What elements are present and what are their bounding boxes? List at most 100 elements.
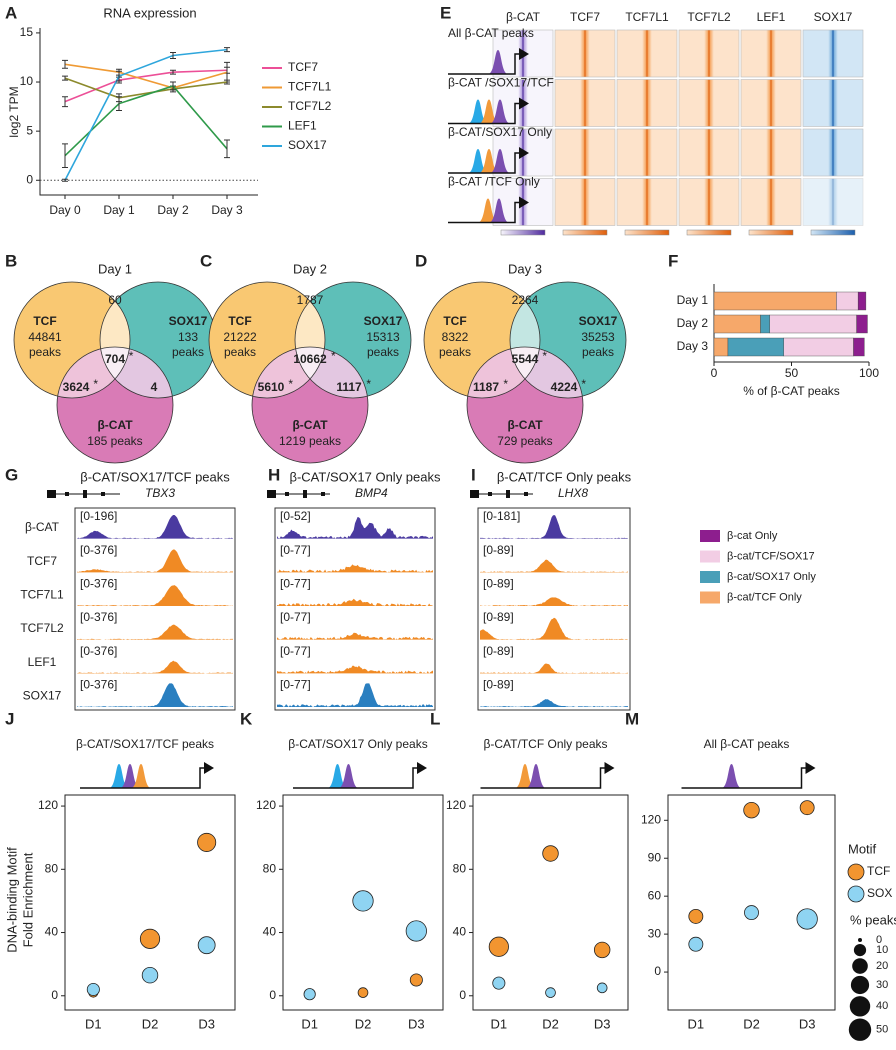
region-count: 1187 xyxy=(473,380,499,394)
heatmap-cell xyxy=(554,29,616,78)
row-label: β-CAT /TCF Only xyxy=(448,175,540,189)
panel-label: G xyxy=(5,465,18,484)
bubble xyxy=(197,936,216,955)
y-tick-label: 0 xyxy=(269,988,276,1002)
x-tick-label: 0 xyxy=(711,366,718,380)
gene-name: BMP4 xyxy=(355,486,388,500)
column-label: LEF1 xyxy=(757,10,786,24)
region-count: 5544 xyxy=(512,352,539,366)
error-bar xyxy=(62,75,68,81)
legend-label: β-cat/TCF/SOX17 xyxy=(727,550,815,562)
y-tick-label: 5 xyxy=(26,123,33,137)
set-count: peaks xyxy=(29,345,61,359)
gene-exon xyxy=(524,492,528,496)
bubble xyxy=(688,908,704,924)
schematic-arrowhead xyxy=(519,97,529,110)
track-signal xyxy=(77,549,233,573)
bubble xyxy=(409,973,423,987)
region-star: * xyxy=(331,349,336,363)
set-label: SOX17 xyxy=(169,314,208,328)
heatmap-cell xyxy=(802,128,864,177)
plot-frame xyxy=(282,794,444,1011)
set-count: peaks xyxy=(367,345,399,359)
set-label: TCF xyxy=(443,314,466,328)
legend-label: β-cat/TCF Only xyxy=(727,591,802,603)
gene-exon xyxy=(321,492,325,496)
bubble xyxy=(743,801,760,819)
track-range: [0-89] xyxy=(483,678,514,692)
heatmap-cell xyxy=(678,79,740,127)
set-count: 1219 peaks xyxy=(279,434,341,448)
set-label: TCF xyxy=(33,314,56,328)
schematic-arrowhead xyxy=(519,196,529,209)
error-bar xyxy=(62,178,68,182)
bubble xyxy=(545,987,556,998)
chart-title: β-CAT/SOX17 Only peaks xyxy=(288,737,427,751)
size-legend-mark xyxy=(858,938,862,942)
track-title: β-CAT/SOX17 Only peaks xyxy=(289,469,441,484)
bar-segment xyxy=(853,337,865,357)
schematic-peak xyxy=(479,99,499,124)
schematic-peak xyxy=(490,149,510,173)
region-star: * xyxy=(503,377,508,391)
panel-label: C xyxy=(200,251,212,270)
schematic-peak xyxy=(120,764,140,788)
track-range: [0-77] xyxy=(280,644,311,658)
size-legend-mark xyxy=(852,958,868,974)
y-tick-label: 40 xyxy=(45,925,59,939)
column-label: TCF7L2 xyxy=(687,10,731,24)
set-count: peaks xyxy=(172,345,204,359)
track-range: [0-89] xyxy=(483,577,514,591)
size-legend-mark xyxy=(849,996,871,1017)
track-range: [0-77] xyxy=(280,610,311,624)
gene-exon xyxy=(488,492,492,496)
venn-overlap xyxy=(57,347,130,398)
y-tick-label: 10 xyxy=(20,74,34,88)
size-legend-label: 40 xyxy=(876,1000,888,1012)
heatmap-cell xyxy=(616,178,678,226)
legend-swatch xyxy=(700,530,720,542)
track-signal xyxy=(480,597,628,606)
region-count: 10662 xyxy=(293,352,327,366)
track-range: [0-77] xyxy=(280,678,311,692)
track-label: TCF7L1 xyxy=(20,588,64,602)
set-count: 35253 xyxy=(581,330,615,344)
schematic-arrow xyxy=(480,767,607,789)
y-tick-label: 120 xyxy=(38,798,58,812)
set-count: 21222 xyxy=(223,330,257,344)
legend-label: SOX xyxy=(867,886,892,900)
venn-outline xyxy=(509,281,627,399)
legend-label: β-cat/SOX17 Only xyxy=(727,571,816,583)
gene-exon xyxy=(470,490,479,498)
gene-exon xyxy=(506,490,510,498)
size-legend-label: 50 xyxy=(876,1024,888,1036)
track-signal xyxy=(77,515,233,539)
chart-title: β-CAT/SOX17/TCF peaks xyxy=(76,737,214,751)
schematic-peak xyxy=(131,764,151,788)
track-label: TCF7 xyxy=(27,554,57,568)
plot-frame xyxy=(667,794,836,1011)
line xyxy=(64,85,228,157)
schematic-peak xyxy=(478,198,498,223)
gene-exon xyxy=(47,490,56,498)
bubble xyxy=(357,987,369,998)
row-label: β-CAT/SOX17 Only xyxy=(448,125,552,139)
legend-swatch xyxy=(847,863,865,881)
gene-exon xyxy=(303,490,307,498)
y-tick-label: 40 xyxy=(453,925,467,939)
venn-outline xyxy=(423,281,541,399)
gene-name: TBX3 xyxy=(145,486,175,500)
bar-segment xyxy=(727,337,784,357)
bubble xyxy=(141,967,159,984)
row-label: β-CAT /SOX17/TCF xyxy=(448,76,554,90)
heatmap-cell xyxy=(678,29,740,78)
legend-title: Motif xyxy=(848,841,877,856)
error-bar xyxy=(62,143,68,168)
track-signal xyxy=(480,515,628,539)
heatmap-cell xyxy=(802,178,864,226)
gene-exon xyxy=(285,492,289,496)
venn-outline xyxy=(56,346,174,464)
track-label: SOX17 xyxy=(23,689,62,703)
track-frame xyxy=(274,507,436,711)
legend-swatch xyxy=(847,885,865,903)
